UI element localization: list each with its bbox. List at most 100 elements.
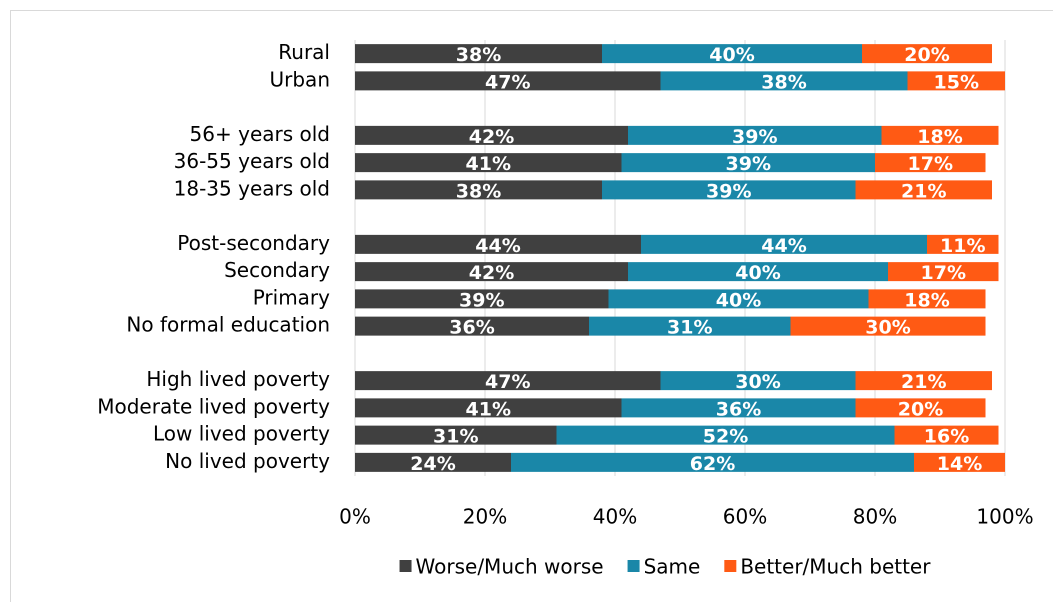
y-tick-label: No lived poverty bbox=[165, 449, 330, 473]
x-tick-label: 0% bbox=[339, 505, 371, 529]
y-tick-label: No formal education bbox=[126, 313, 330, 337]
y-tick-label: Low lived poverty bbox=[153, 422, 330, 446]
x-tick-label: 100% bbox=[976, 505, 1033, 529]
y-tick-label: 36-55 years old bbox=[174, 149, 330, 173]
bar-segment bbox=[881, 125, 999, 145]
bar-segment bbox=[511, 452, 914, 472]
data-label: 30% bbox=[865, 317, 910, 339]
data-label: 38% bbox=[761, 71, 806, 93]
bar-segment bbox=[355, 371, 661, 391]
bar-segment bbox=[621, 153, 875, 173]
bar-segment bbox=[355, 234, 641, 254]
data-label: 62% bbox=[690, 453, 735, 475]
y-tick-label: Rural bbox=[278, 40, 330, 64]
bar-segment bbox=[641, 234, 927, 254]
bar-segment bbox=[355, 71, 661, 91]
bar-segment bbox=[355, 425, 557, 445]
legend-swatch bbox=[399, 560, 412, 572]
legend-label: Same bbox=[644, 555, 701, 579]
data-label: 18% bbox=[917, 126, 962, 148]
data-label: 40% bbox=[735, 262, 780, 284]
data-label: 17% bbox=[908, 153, 953, 175]
data-label: 40% bbox=[709, 44, 754, 66]
data-label: 38% bbox=[456, 44, 501, 66]
data-label: 31% bbox=[667, 317, 712, 339]
bar-segment bbox=[660, 371, 856, 391]
y-tick-label: Urban bbox=[270, 67, 331, 91]
bar-segment bbox=[628, 262, 888, 282]
legend-swatch bbox=[627, 560, 640, 572]
bar-segment bbox=[602, 180, 856, 200]
x-tick-label: 20% bbox=[463, 505, 507, 529]
bar-segment bbox=[355, 316, 589, 336]
bar-segment bbox=[855, 371, 992, 391]
data-label: 21% bbox=[901, 180, 946, 202]
data-label: 15% bbox=[934, 71, 979, 93]
y-tick-label: Secondary bbox=[224, 258, 330, 282]
bar-segment bbox=[628, 125, 882, 145]
bar-segment bbox=[602, 44, 862, 64]
data-label: 11% bbox=[940, 235, 985, 257]
bar-segment bbox=[894, 425, 999, 445]
legend-label: Worse/Much worse bbox=[416, 555, 604, 579]
data-label: 14% bbox=[937, 453, 982, 475]
x-tick-label: 80% bbox=[853, 505, 897, 529]
data-label: 24% bbox=[410, 453, 455, 475]
bar-segment bbox=[875, 153, 986, 173]
y-tick-label: Primary bbox=[253, 285, 330, 309]
y-tick-label: Moderate lived poverty bbox=[97, 394, 330, 418]
legend-swatch bbox=[724, 560, 737, 572]
data-label: 41% bbox=[466, 153, 511, 175]
data-label: 18% bbox=[904, 289, 949, 311]
bar-segment bbox=[621, 398, 856, 418]
data-label: 30% bbox=[735, 371, 780, 393]
bar-segment bbox=[355, 44, 602, 64]
bar-segment bbox=[790, 316, 986, 336]
data-label: 47% bbox=[485, 71, 530, 93]
bar-segment bbox=[556, 425, 895, 445]
bar-segment bbox=[355, 153, 622, 173]
y-tick-label: 56+ years old bbox=[190, 122, 330, 146]
bar-segment bbox=[589, 316, 791, 336]
data-label: 41% bbox=[466, 398, 511, 420]
data-label: 44% bbox=[475, 235, 520, 257]
data-label: 17% bbox=[921, 262, 966, 284]
data-label: 20% bbox=[904, 44, 949, 66]
bar-segment bbox=[927, 234, 999, 254]
data-label: 36% bbox=[449, 317, 494, 339]
data-label: 21% bbox=[901, 371, 946, 393]
bar-segment bbox=[355, 125, 628, 145]
data-label: 38% bbox=[456, 180, 501, 202]
data-label: 39% bbox=[459, 289, 504, 311]
data-label: 40% bbox=[716, 289, 761, 311]
data-label: 44% bbox=[761, 235, 806, 257]
bar-segment bbox=[355, 180, 602, 200]
bar-segment bbox=[608, 289, 869, 309]
y-tick-label: Post-secondary bbox=[177, 231, 330, 255]
x-tick-label: 60% bbox=[723, 505, 767, 529]
data-label: 42% bbox=[469, 126, 514, 148]
data-label: 36% bbox=[716, 398, 761, 420]
bar-segment bbox=[355, 289, 609, 309]
data-label: 16% bbox=[924, 426, 969, 448]
bar-segment bbox=[355, 398, 622, 418]
bar-segment bbox=[868, 289, 986, 309]
data-label: 39% bbox=[732, 126, 777, 148]
data-label: 42% bbox=[469, 262, 514, 284]
bar-segment bbox=[660, 71, 908, 91]
bar-segment bbox=[855, 180, 992, 200]
data-label: 39% bbox=[706, 180, 751, 202]
legend-label: Better/Much better bbox=[740, 555, 931, 579]
data-label: 47% bbox=[485, 371, 530, 393]
bar-segment bbox=[888, 262, 999, 282]
bar-segment bbox=[355, 452, 511, 472]
bar-segment bbox=[355, 262, 628, 282]
y-tick-label: High lived poverty bbox=[146, 367, 330, 391]
data-label: 39% bbox=[726, 153, 771, 175]
bar-segment bbox=[855, 398, 986, 418]
x-tick-label: 40% bbox=[593, 505, 637, 529]
y-tick-label: 18-35 years old bbox=[174, 176, 330, 200]
data-label: 20% bbox=[898, 398, 943, 420]
